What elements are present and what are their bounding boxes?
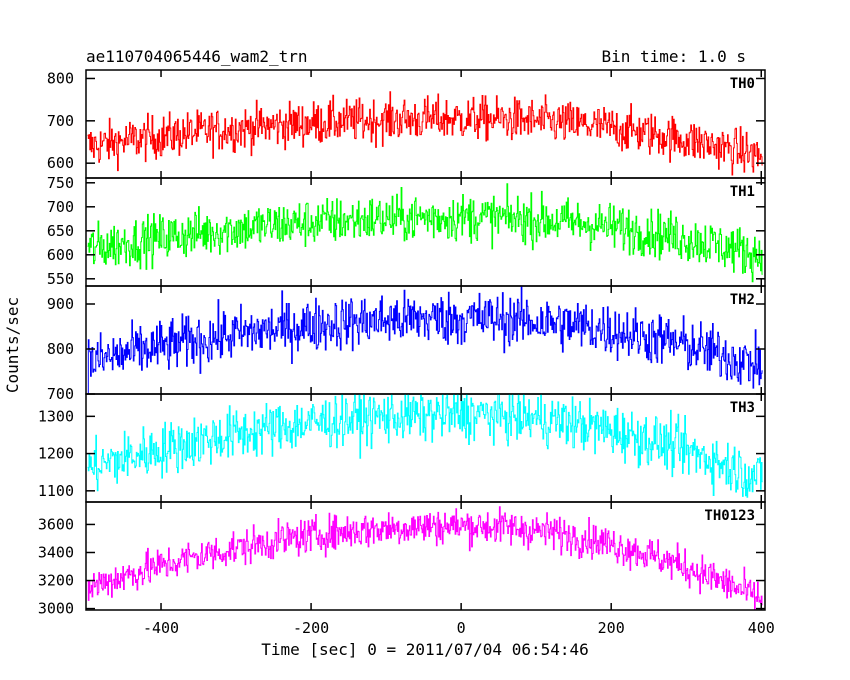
- y-tick-label: 700: [47, 112, 74, 130]
- y-tick-label: 900: [47, 295, 74, 313]
- chart-title: ae110704065446_wam2_trn: [86, 47, 308, 66]
- panel-label-th3: TH3: [730, 400, 755, 416]
- series-th2: [87, 286, 763, 394]
- y-tick-label: 3400: [38, 543, 74, 561]
- panel-frame-th0123: [85, 501, 766, 611]
- y-tick-label: 1200: [38, 445, 74, 463]
- panel-label-th0123: TH0123: [704, 508, 755, 524]
- x-tick-label: 400: [748, 619, 775, 637]
- series-th0123: [87, 506, 763, 610]
- y-tick-label: 700: [47, 385, 74, 403]
- y-tick-label: 1100: [38, 482, 74, 500]
- y-tick-label: 3600: [38, 515, 74, 533]
- y-tick-label: 700: [47, 198, 74, 216]
- series-th3: [87, 394, 763, 498]
- bin-time-label: Bin time: 1.0 s: [602, 47, 747, 66]
- y-tick-label: 3200: [38, 572, 74, 590]
- panel-label-th0: TH0: [730, 76, 755, 92]
- panel-label-th1: TH1: [730, 184, 755, 200]
- x-tick-label: 200: [598, 619, 625, 637]
- x-axis-label: Time [sec] 0 = 2011/07/04 06:54:46: [261, 640, 589, 659]
- y-axis-label: Counts/sec: [3, 297, 22, 393]
- y-tick-label: 600: [47, 154, 74, 172]
- y-tick-label: 600: [47, 246, 74, 264]
- y-tick-label: 800: [47, 340, 74, 358]
- panels-group: 600 700 800 TH0 550 600 650 700 750 TH1 700 800 900 T…: [38, 69, 775, 637]
- y-tick-label: 750: [47, 174, 74, 192]
- x-tick-label: 0: [457, 619, 466, 637]
- y-tick-label: 3000: [38, 600, 74, 618]
- panel-label-th2: TH2: [730, 292, 755, 308]
- series-th1: [87, 183, 763, 283]
- y-tick-label: 1300: [38, 407, 74, 425]
- x-tick-label: -400: [143, 619, 179, 637]
- y-tick-label: 800: [47, 69, 74, 87]
- series-th0: [87, 91, 763, 176]
- y-tick-label: 550: [47, 270, 74, 288]
- y-tick-label: 650: [47, 222, 74, 240]
- x-tick-label: -200: [293, 619, 329, 637]
